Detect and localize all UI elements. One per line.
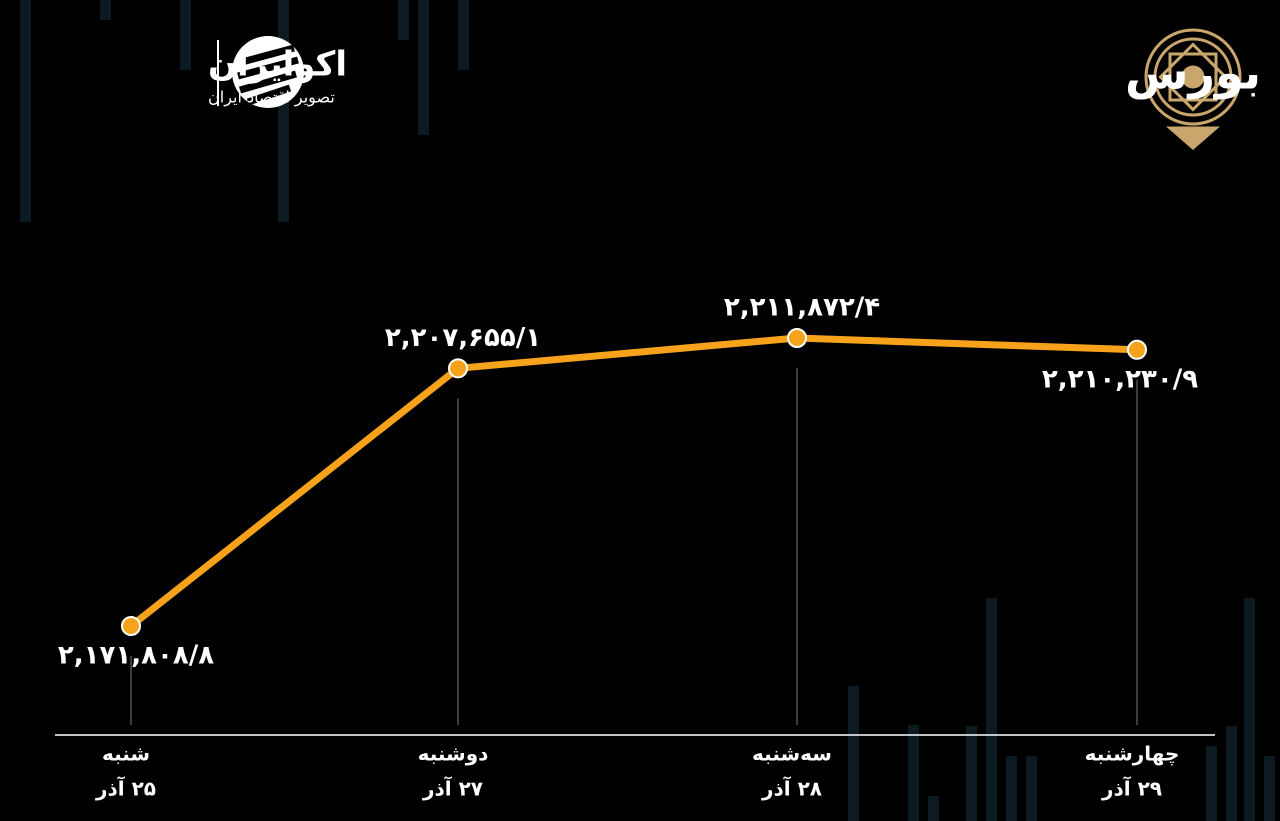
x-tick-label: چهارشنبه <box>1085 742 1180 767</box>
x-tick-label: شنبه <box>102 742 150 766</box>
x-tick-label: دوشنبه <box>418 742 489 766</box>
value-label: ۲,۱۷۱,۸۰۸/۸ <box>58 641 214 671</box>
value-label: ۲,۲۱۱,۸۷۲/۴ <box>724 293 880 323</box>
decor-bars <box>20 0 1275 821</box>
chart-title: روند هفته شاخص کل بورس <box>1125 46 1280 100</box>
value-label: ۲,۲۰۷,۶۵۵/۱ <box>385 323 541 353</box>
x-tick-date: ۲۵ آذر <box>95 776 156 801</box>
brand-tagline: تصویر اقتصاد ایران <box>208 88 335 108</box>
x-tick-date: ۲۸ آذر <box>761 776 822 801</box>
point <box>787 328 807 348</box>
value-label: ۲,۲۱۰,۲۳۰/۹ <box>1042 364 1198 394</box>
x-tick-date: ۲۹ آذر <box>1101 776 1162 801</box>
x-tick-label: سه‌شنبه <box>752 742 832 766</box>
brand: اکوایران <box>208 45 347 85</box>
bourse-emblem <box>1144 28 1242 150</box>
point <box>121 616 141 636</box>
ecoiran-logo <box>217 36 304 108</box>
point <box>448 358 468 379</box>
point <box>1127 339 1147 360</box>
line <box>128 334 1138 629</box>
x-tick-date: ۲۷ آذر <box>422 776 483 801</box>
